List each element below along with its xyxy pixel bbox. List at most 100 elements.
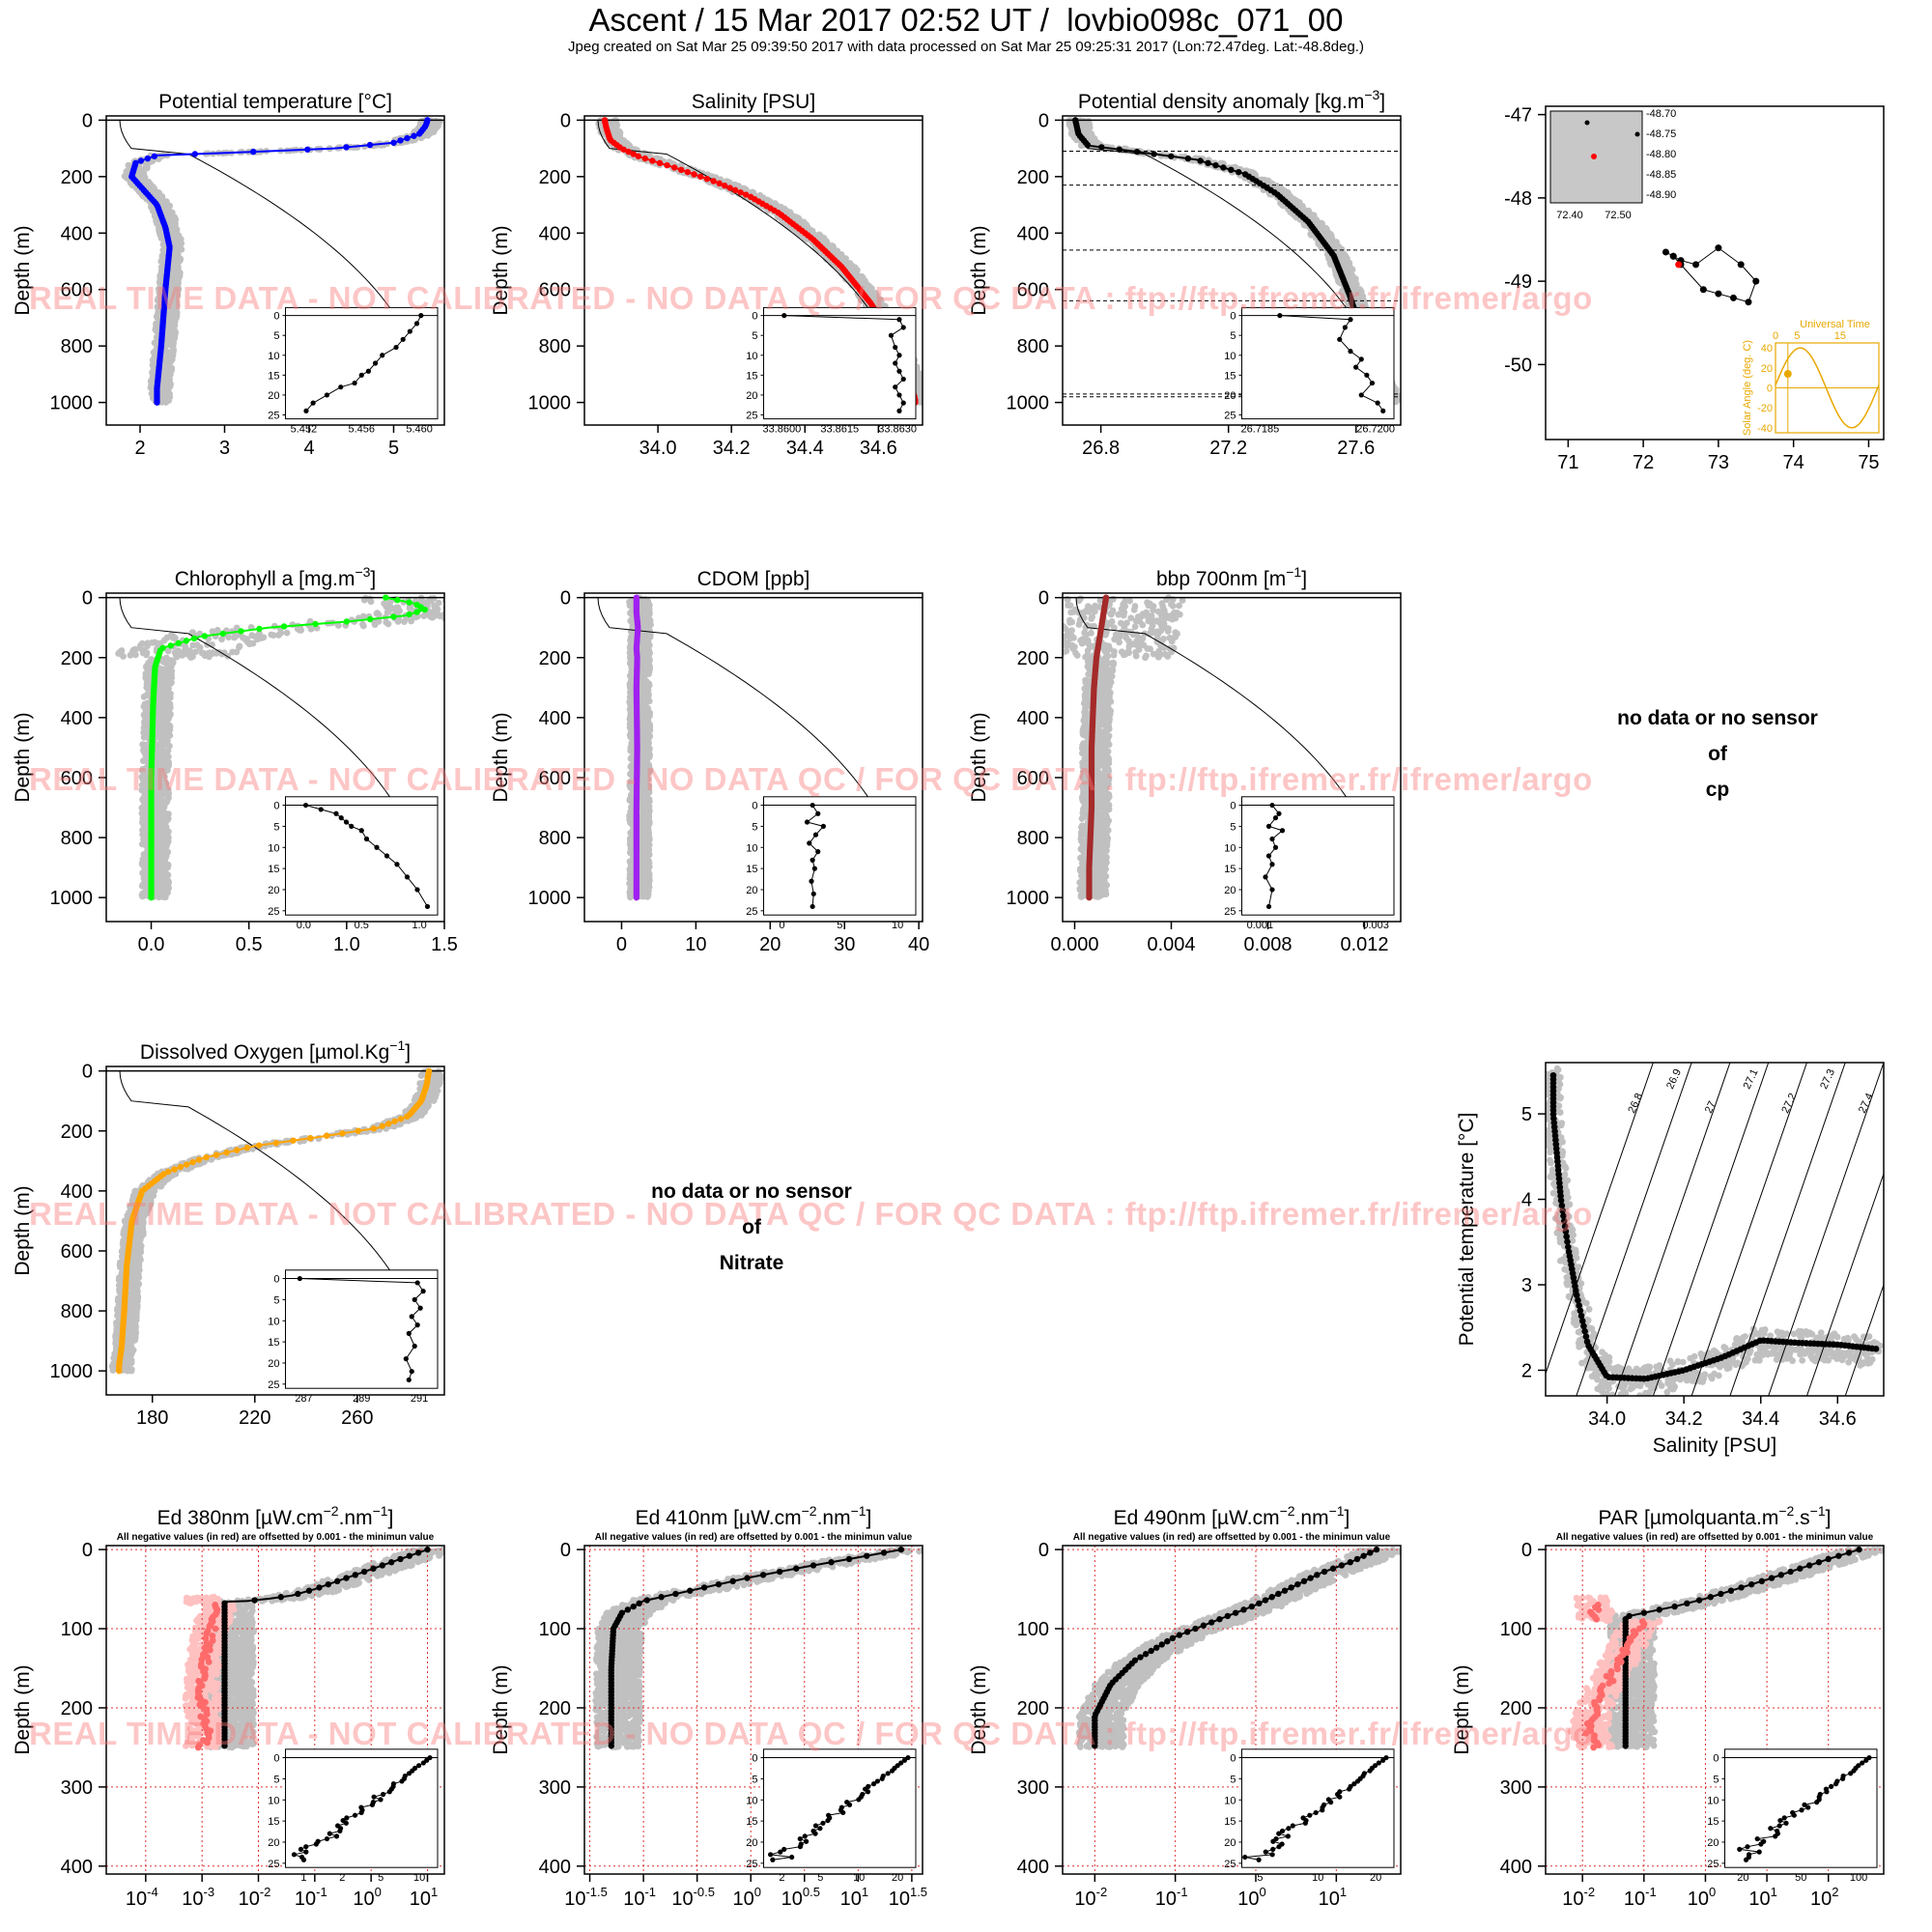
sal-profile-point bbox=[710, 178, 717, 185]
sal-history-point bbox=[922, 402, 923, 403]
sal-history-point bbox=[860, 274, 867, 282]
chla-history-point bbox=[469, 607, 476, 613]
temp-inset-ytick-label: 15 bbox=[268, 370, 279, 382]
chla-history-point bbox=[479, 605, 486, 611]
sal-xtick-label: 34.0 bbox=[639, 438, 677, 459]
sal-inset-link bbox=[898, 370, 904, 380]
temp-history-point bbox=[167, 381, 174, 387]
temp-history-point bbox=[141, 177, 148, 184]
sal-inset-ytick-label: 15 bbox=[746, 370, 757, 382]
temp-history-point bbox=[164, 386, 171, 393]
temp-profile-point bbox=[144, 155, 152, 162]
temp-history-point bbox=[153, 333, 160, 341]
sal-ytick-label: 400 bbox=[539, 223, 571, 244]
dens-ytick-label: 200 bbox=[1017, 167, 1049, 188]
dens-profile-point bbox=[1133, 148, 1141, 156]
dens-profile-point bbox=[1116, 146, 1122, 153]
chla-history-point bbox=[477, 608, 484, 614]
chla-history-point bbox=[451, 607, 458, 613]
sal-profile-point bbox=[726, 185, 733, 191]
temp-history-point bbox=[173, 246, 181, 254]
dens-profile-point bbox=[1168, 153, 1175, 159]
temp-history-point bbox=[422, 130, 430, 138]
sal-history-point bbox=[917, 388, 923, 395]
sal-history-point bbox=[923, 397, 930, 404]
sal-inset-xtick-label: 33.8600 bbox=[763, 424, 802, 436]
dens-history-point bbox=[1317, 219, 1323, 227]
dens-title-sup: −3 bbox=[1364, 87, 1379, 102]
temp-inset-ytick-label: 0 bbox=[273, 311, 279, 323]
sal-inset-link bbox=[891, 327, 904, 336]
sal-inset-xtick-label: 33.8630 bbox=[878, 424, 917, 436]
chla-history-point bbox=[465, 604, 471, 611]
temp-inset-xtick-label: 5.456 bbox=[348, 424, 375, 436]
temp-profile-point bbox=[304, 146, 311, 153]
sal-profile-point bbox=[721, 182, 728, 189]
temp-inset-link bbox=[368, 362, 376, 372]
temp-history-point bbox=[174, 256, 182, 264]
dens-profile-point bbox=[1197, 157, 1204, 164]
sal-inset-point bbox=[896, 353, 902, 358]
dens-history-point bbox=[1261, 176, 1268, 184]
dens-history-point bbox=[1295, 199, 1303, 206]
temp-history-point bbox=[160, 378, 168, 384]
sal-inset-ytick-label: 0 bbox=[752, 311, 757, 323]
temp-history-point bbox=[153, 327, 160, 334]
temp-history-point bbox=[167, 321, 174, 328]
dens-history-point bbox=[1310, 212, 1318, 219]
dens-inset-ytick-label: 5 bbox=[1230, 330, 1236, 342]
temp-profile-point bbox=[137, 157, 145, 164]
temp-profile-point bbox=[397, 137, 404, 144]
temp-profile-point bbox=[151, 153, 158, 159]
temp-history-point bbox=[158, 193, 166, 200]
temp-inset-link bbox=[395, 338, 404, 348]
dens-profile-point bbox=[1228, 166, 1235, 174]
sal-profile-point bbox=[630, 151, 637, 157]
temp-inset-link bbox=[361, 370, 369, 376]
sal-profile-point bbox=[664, 161, 670, 169]
chla-history-point bbox=[468, 600, 474, 607]
sal-xtick-label: 34.2 bbox=[713, 438, 751, 459]
dens-inset-ytick-label: 15 bbox=[1224, 370, 1236, 382]
temp-xtick-label: 4 bbox=[303, 438, 314, 459]
sal-profile-point bbox=[716, 180, 723, 187]
sal-ytick-label: 200 bbox=[539, 167, 571, 188]
temp-inset-ytick-label: 10 bbox=[268, 351, 279, 362]
temp-history-point bbox=[169, 331, 177, 338]
temp-profile-point bbox=[250, 148, 257, 156]
sal-history-point bbox=[788, 212, 796, 219]
sal-profile-point bbox=[731, 186, 739, 194]
sal-history-point bbox=[924, 398, 931, 405]
sal-inset-ytick-label: 25 bbox=[746, 410, 757, 421]
dens-ytick-label: 1000 bbox=[1007, 393, 1050, 414]
temp-history-point bbox=[171, 226, 179, 234]
temp-history-point bbox=[156, 304, 163, 312]
dens-inset-ytick-label: 10 bbox=[1224, 351, 1236, 362]
sal-profile-point bbox=[737, 188, 744, 196]
dens-profile-point bbox=[1084, 141, 1092, 149]
sal-history-point bbox=[822, 239, 829, 246]
temp-ytick-label: 1000 bbox=[50, 393, 94, 414]
dens-title: Potential density anomaly [kg.m−3] bbox=[1078, 87, 1385, 113]
temp-ytick-label: 600 bbox=[61, 280, 93, 301]
temp-inset-link bbox=[312, 394, 327, 404]
temp-inset-frame bbox=[285, 306, 439, 420]
sal-history-point bbox=[877, 298, 885, 306]
sal-profile-point bbox=[620, 146, 627, 153]
sal-profile-point bbox=[677, 166, 685, 174]
temp-history-point bbox=[430, 126, 438, 133]
temp-history-point bbox=[145, 184, 153, 191]
sal-history-point bbox=[861, 281, 868, 289]
sal-frame bbox=[583, 115, 923, 426]
sal-profile-point bbox=[691, 171, 697, 178]
temp-inset-ytick-label: 20 bbox=[268, 390, 279, 402]
sal-profile-point bbox=[671, 164, 678, 171]
temp-history-point bbox=[168, 314, 176, 322]
temp-profile-point bbox=[404, 134, 411, 142]
temp-history-point bbox=[158, 398, 165, 406]
sal-history-point bbox=[918, 376, 923, 384]
